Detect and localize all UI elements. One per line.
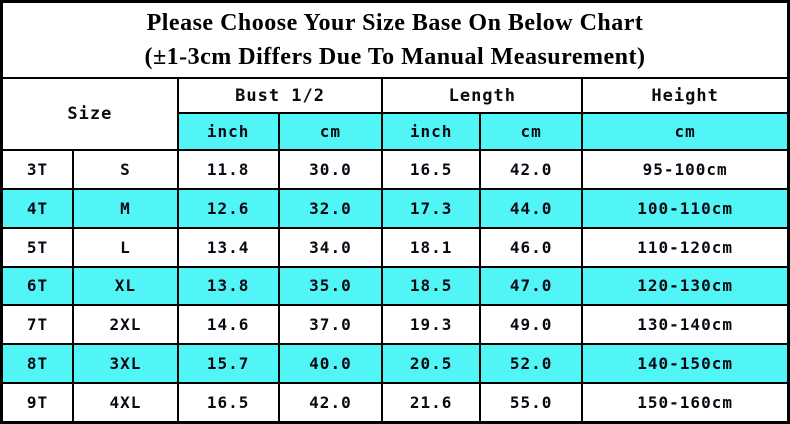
bust-cm-subheader: cm [277,112,384,151]
length-cm-cell: 49.0 [478,304,584,346]
bust-inch-cell: 13.4 [176,226,280,268]
size-letter-cell: M [72,187,179,229]
table-row: 4T M 12.6 32.0 17.3 44.0 100-110cm [0,187,790,229]
height-header-cell: Height [581,77,790,114]
bust-cm-cell: 34.0 [277,226,384,268]
bust-cm-cell: 35.0 [277,265,384,307]
size-t-cell: 3T [0,149,75,190]
height-cell: 110-120cm [581,226,790,268]
chart-title-line2: (±1-3cm Differs Due To Manual Measuremen… [144,44,646,70]
table-row: 6T XL 13.8 35.0 18.5 47.0 120-130cm [0,265,790,307]
bust-cm-cell: 42.0 [277,382,384,424]
table-row: 9T 4XL 16.5 42.0 21.6 55.0 150-160cm [0,382,790,424]
size-letter-cell: 2XL [72,304,179,346]
bust-inch-cell: 15.7 [176,343,280,385]
length-inch-cell: 19.3 [381,304,481,346]
size-letter-cell: 3XL [72,343,179,385]
size-t-cell: 6T [0,265,75,307]
size-t-cell: 4T [0,187,75,229]
height-cell: 120-130cm [581,265,790,307]
length-inch-cell: 18.5 [381,265,481,307]
size-table-body: 3T S 11.8 30.0 16.5 42.0 95-100cm 4T M 12.6 32.0 17… [0,149,790,424]
length-inch-cell: 17.3 [381,187,481,229]
title-row: Please Choose Your Size Base On Below Ch… [0,0,790,79]
height-cell: 130-140cm [581,304,790,346]
table-row: 7T 2XL 14.6 37.0 19.3 49.0 130-140cm [0,304,790,346]
size-letter-cell: 4XL [72,382,179,424]
height-cell: 150-160cm [581,382,790,424]
length-cm-cell: 42.0 [478,149,584,190]
height-cell: 100-110cm [581,187,790,229]
bust-inch-subheader: inch [176,112,280,151]
size-t-cell: 9T [0,382,75,424]
height-cell: 95-100cm [581,149,790,190]
bust-inch-cell: 11.8 [176,149,280,190]
length-inch-cell: 18.1 [381,226,481,268]
table-row: 5T L 13.4 34.0 18.1 46.0 110-120cm [0,226,790,268]
bust-inch-cell: 13.8 [176,265,280,307]
length-cm-cell: 52.0 [478,343,584,385]
length-inch-subheader: inch [381,112,481,151]
bust-cm-cell: 37.0 [277,304,384,346]
chart-title: Please Choose Your Size Base On Below Ch… [0,0,790,79]
unit-header-row: inch cm inch cm cm [2,112,790,151]
table-row: 8T 3XL 15.7 40.0 20.5 52.0 140-150cm [0,343,790,385]
size-letter-cell: L [72,226,179,268]
size-header-cell: Size [0,77,179,151]
length-cm-subheader: cm [478,112,584,151]
bust-header-cell: Bust 1/2 [176,77,384,114]
length-cm-cell: 46.0 [478,226,584,268]
length-cm-cell: 44.0 [478,187,584,229]
size-letter-cell: XL [72,265,179,307]
size-t-cell: 8T [0,343,75,385]
height-cell: 140-150cm [581,343,790,385]
size-letter-cell: S [72,149,179,190]
length-inch-cell: 16.5 [381,149,481,190]
bust-cm-cell: 32.0 [277,187,384,229]
length-cm-cell: 47.0 [478,265,584,307]
table-row: 3T S 11.8 30.0 16.5 42.0 95-100cm [0,149,790,190]
length-inch-cell: 20.5 [381,343,481,385]
bust-inch-cell: 12.6 [176,187,280,229]
bust-inch-cell: 14.6 [176,304,280,346]
bust-inch-cell: 16.5 [176,382,280,424]
group-header-row: Size Bust 1/2 Length Height [0,77,790,151]
length-cm-cell: 55.0 [478,382,584,424]
length-inch-cell: 21.6 [381,382,481,424]
length-header-cell: Length [381,77,584,114]
size-t-cell: 5T [0,226,75,268]
chart-title-line1: Please Choose Your Size Base On Below Ch… [146,10,644,36]
size-t-cell: 7T [0,304,75,346]
bust-cm-cell: 40.0 [277,343,384,385]
height-cm-subheader: cm [581,112,790,151]
bust-cm-cell: 30.0 [277,149,384,190]
